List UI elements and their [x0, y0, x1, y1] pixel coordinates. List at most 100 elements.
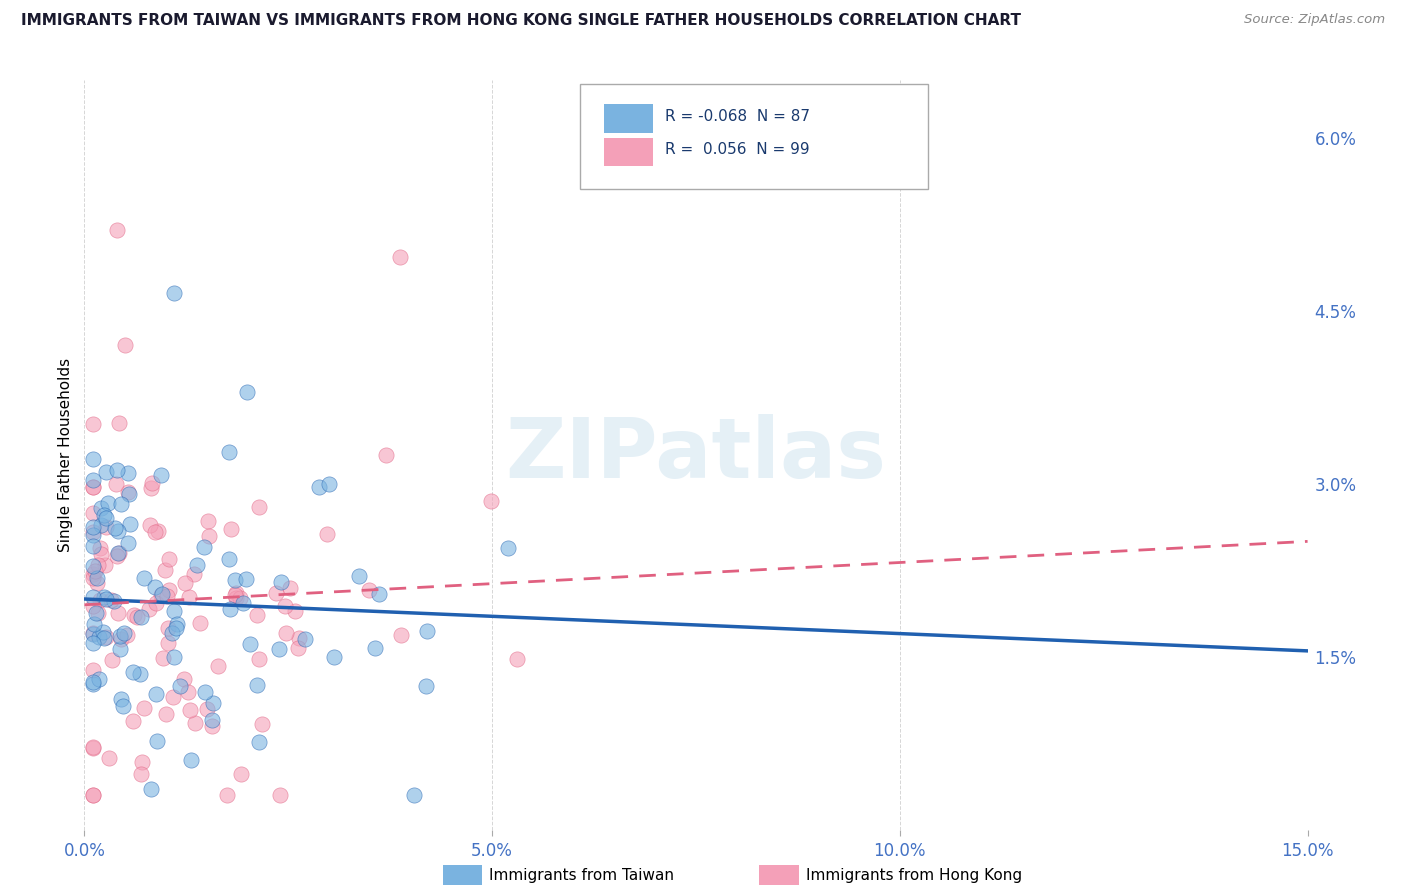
- Point: [110, 497, 132, 511]
- Point: [153, 563, 176, 577]
- Point: [278, 581, 301, 595]
- Point: [107, 546, 129, 560]
- Point: [110, 632, 132, 646]
- Point: [180, 753, 202, 767]
- Point: [375, 448, 398, 462]
- Point: [121, 714, 143, 729]
- Point: [218, 444, 240, 458]
- Text: R = -0.068  N = 87: R = -0.068 N = 87: [665, 109, 810, 124]
- Point: [368, 587, 391, 601]
- Point: [479, 494, 502, 508]
- Point: [82, 539, 104, 553]
- Point: [89, 593, 111, 607]
- Point: [82, 480, 104, 494]
- Point: [97, 495, 120, 509]
- Point: [139, 518, 162, 533]
- Point: [177, 590, 200, 604]
- Point: [197, 529, 219, 543]
- Point: [252, 717, 274, 731]
- Point: [103, 594, 125, 608]
- Point: [318, 476, 340, 491]
- Point: [105, 549, 128, 563]
- Point: [107, 546, 129, 560]
- Point: [157, 552, 180, 566]
- Point: [219, 523, 242, 537]
- Point: [82, 590, 104, 604]
- Point: [415, 680, 437, 694]
- Point: [108, 642, 131, 657]
- FancyBboxPatch shape: [579, 84, 928, 189]
- Point: [93, 632, 115, 646]
- Point: [186, 558, 208, 572]
- Point: [129, 767, 152, 781]
- Point: [498, 541, 520, 555]
- Point: [89, 672, 111, 686]
- Point: [150, 587, 173, 601]
- Point: [389, 250, 412, 264]
- Point: [308, 480, 330, 494]
- Point: [141, 476, 163, 491]
- Point: [120, 516, 142, 531]
- Point: [107, 606, 129, 620]
- Point: [274, 625, 297, 640]
- Point: [274, 599, 297, 614]
- Point: [82, 636, 104, 650]
- Point: [270, 575, 292, 590]
- Text: Immigrants from Hong Kong: Immigrants from Hong Kong: [806, 868, 1022, 882]
- Point: [82, 741, 104, 756]
- FancyBboxPatch shape: [605, 104, 654, 133]
- Point: [157, 636, 180, 650]
- Point: [107, 524, 129, 538]
- Point: [112, 626, 135, 640]
- Point: [122, 607, 145, 622]
- Point: [83, 617, 105, 632]
- Point: [148, 524, 170, 538]
- Point: [86, 576, 108, 591]
- Point: [93, 508, 115, 522]
- Point: [143, 525, 166, 540]
- Point: [132, 701, 155, 715]
- Point: [105, 223, 128, 237]
- Point: [197, 514, 219, 528]
- Point: [90, 501, 112, 516]
- Text: Source: ZipAtlas.com: Source: ZipAtlas.com: [1244, 13, 1385, 27]
- Point: [389, 628, 412, 642]
- Point: [105, 463, 128, 477]
- Point: [117, 485, 139, 500]
- Point: [82, 480, 104, 494]
- Point: [97, 750, 120, 764]
- Point: [82, 677, 104, 691]
- Point: [127, 610, 149, 624]
- Point: [202, 697, 225, 711]
- Point: [139, 481, 162, 495]
- Point: [114, 338, 136, 352]
- Point: [177, 685, 200, 699]
- Point: [118, 486, 141, 500]
- Point: [138, 602, 160, 616]
- Point: [94, 558, 117, 573]
- Point: [82, 739, 104, 754]
- Point: [128, 667, 150, 681]
- Point: [141, 781, 163, 796]
- Point: [225, 591, 247, 605]
- Point: [82, 519, 104, 533]
- Text: IMMIGRANTS FROM TAIWAN VS IMMIGRANTS FROM HONG KONG SINGLE FATHER HOUSEHOLDS COR: IMMIGRANTS FROM TAIWAN VS IMMIGRANTS FRO…: [21, 13, 1021, 29]
- Point: [416, 624, 439, 639]
- Point: [115, 628, 138, 642]
- Point: [232, 596, 254, 610]
- Point: [165, 621, 187, 635]
- Point: [246, 678, 269, 692]
- Point: [87, 558, 110, 572]
- Point: [184, 715, 207, 730]
- Point: [217, 788, 239, 802]
- Text: Immigrants from Taiwan: Immigrants from Taiwan: [489, 868, 675, 882]
- Point: [287, 631, 309, 645]
- Point: [173, 672, 195, 686]
- Point: [160, 625, 183, 640]
- Y-axis label: Single Father Households: Single Father Households: [58, 358, 73, 552]
- Point: [143, 580, 166, 594]
- Point: [269, 788, 291, 802]
- Point: [166, 617, 188, 632]
- Point: [110, 691, 132, 706]
- Point: [246, 608, 269, 623]
